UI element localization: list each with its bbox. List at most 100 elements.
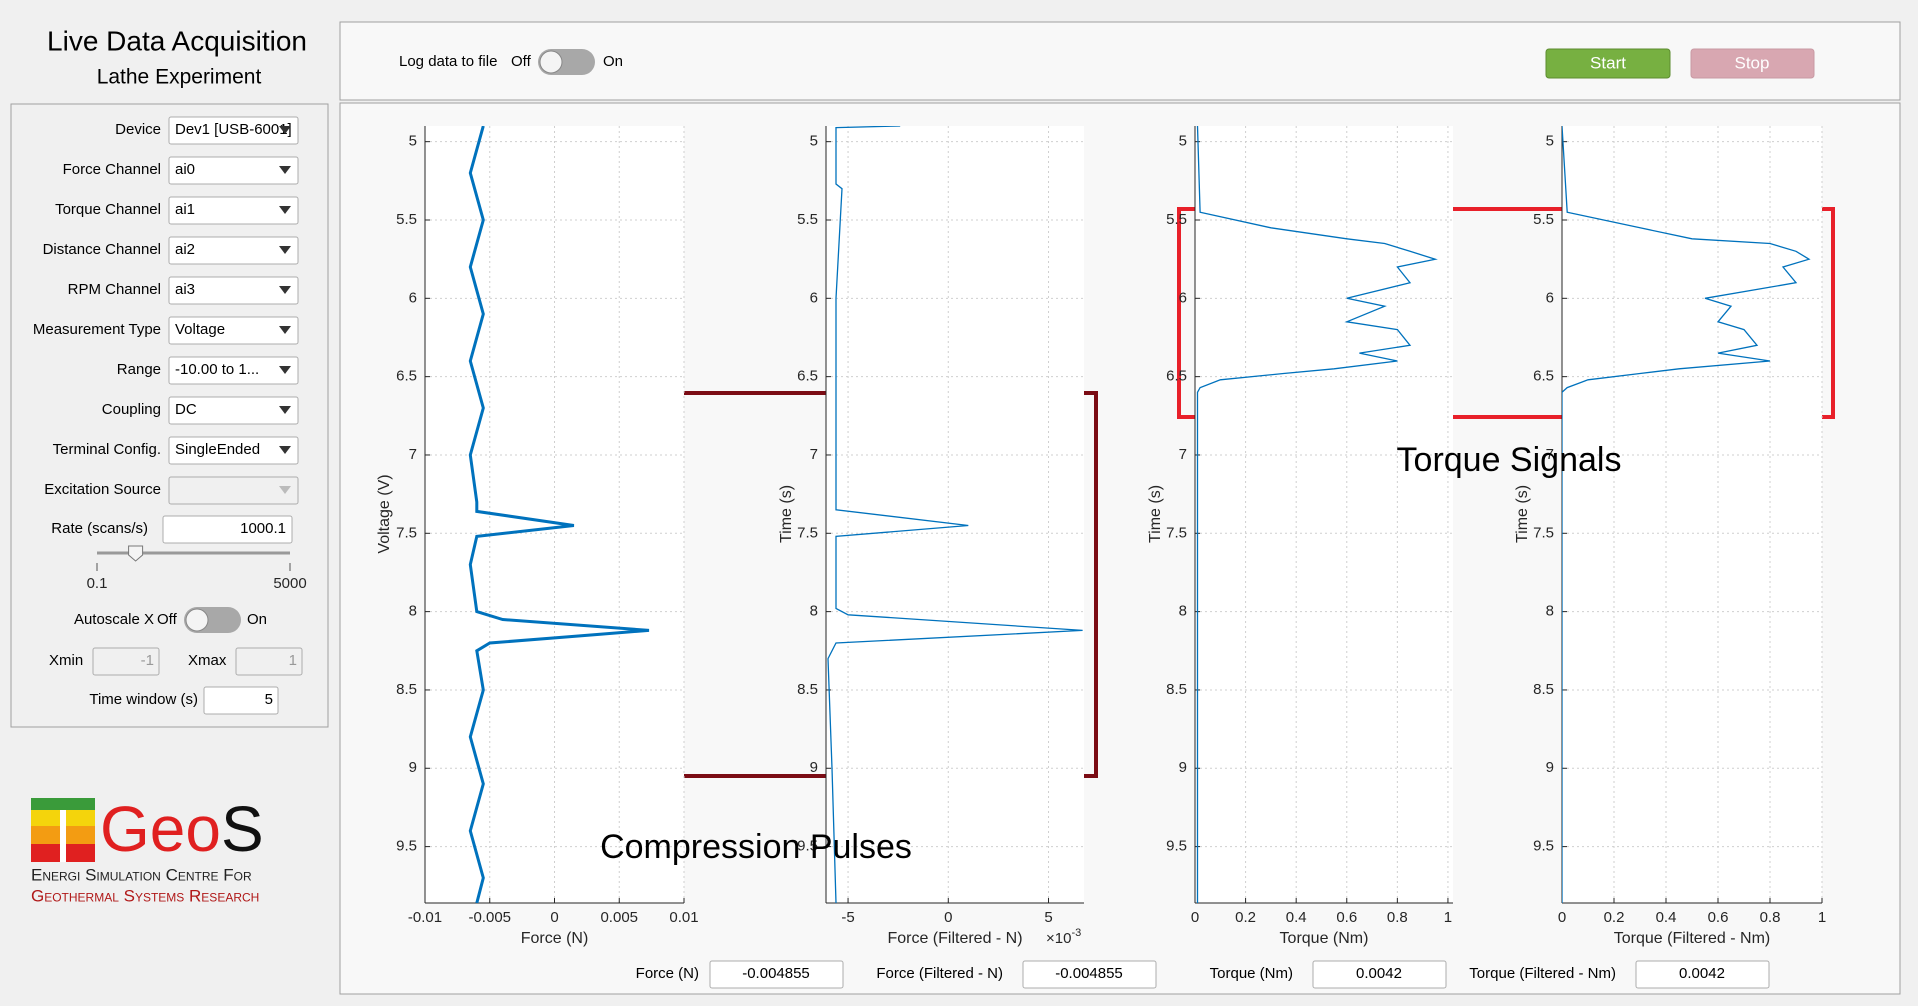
start-label: Start xyxy=(1590,53,1626,72)
x-tick-label: -5 xyxy=(841,909,854,926)
dropdown[interactable] xyxy=(168,116,299,145)
dropdown[interactable] xyxy=(168,156,299,185)
xmax-input[interactable] xyxy=(235,647,303,676)
signal-line xyxy=(827,126,1083,903)
y-tick-label: 8.5 xyxy=(1533,681,1554,698)
y-tick-label: 6 xyxy=(1546,289,1554,306)
x-tick-label: 0.4 xyxy=(1286,909,1307,926)
xmin-value: -1 xyxy=(141,652,154,669)
annotation: Compression Pulses xyxy=(600,828,912,866)
x-tick-label: 0.8 xyxy=(1387,909,1408,926)
logo-s: S xyxy=(221,793,264,865)
y-tick-label: 5 xyxy=(1546,133,1554,150)
dropdown[interactable] xyxy=(168,196,299,225)
y-tick-label: 5 xyxy=(409,133,417,150)
setting-label: Terminal Config. xyxy=(53,441,161,458)
y-tick-label: 6 xyxy=(1179,289,1187,306)
y-tick-label: 5.5 xyxy=(797,211,818,228)
slider-min: 0.1 xyxy=(87,575,108,592)
logo-line: Energi Simulation Centre For xyxy=(31,865,252,884)
xmin-input[interactable] xyxy=(92,647,160,676)
y-tick-label: 6.5 xyxy=(797,368,818,385)
x-tick-label: 1 xyxy=(1444,909,1452,926)
xmax-value: 1 xyxy=(289,652,297,669)
toggle-off: Off xyxy=(157,611,178,628)
app-subtitle: Lathe Experiment xyxy=(97,66,262,89)
time-window-input[interactable] xyxy=(203,686,279,715)
dropdown[interactable] xyxy=(168,476,299,505)
dropdown[interactable] xyxy=(168,316,299,345)
readout-value: -0.004855 xyxy=(1055,965,1123,982)
x-tick-label: 0 xyxy=(944,909,952,926)
dropdown-value: ai2 xyxy=(175,241,195,258)
y-tick-label: 8.5 xyxy=(396,681,417,698)
xmax-label: Xmax xyxy=(188,652,227,669)
y-tick-label: 8.5 xyxy=(797,681,818,698)
dropdown-value: SingleEnded xyxy=(175,441,260,458)
y-tick-label: 9.5 xyxy=(1166,838,1187,855)
y-tick-label: 6.5 xyxy=(1166,368,1187,385)
y-tick-label: 9.5 xyxy=(1533,838,1554,855)
x-tick-label: -0.005 xyxy=(468,909,511,926)
log-label: Log data to file xyxy=(399,53,497,70)
y-tick-label: 5.5 xyxy=(1533,211,1554,228)
dropdown[interactable] xyxy=(168,276,299,305)
toggle-on: On xyxy=(603,53,623,70)
y-axis-label: Time (s) xyxy=(1147,485,1164,543)
dropdown-arrow xyxy=(279,366,291,374)
x-scale-base: ×10 xyxy=(1046,930,1071,947)
y-tick-label: 8 xyxy=(810,603,818,620)
x-tick-label: 0.01 xyxy=(669,909,698,926)
logo-word: GeoS xyxy=(100,793,264,865)
dropdown-arrow xyxy=(279,166,291,174)
logo-line: Geothermal Systems Research xyxy=(31,886,259,905)
stop-button[interactable] xyxy=(1690,48,1815,79)
y-tick-label: 7.5 xyxy=(1533,524,1554,541)
dropdown[interactable] xyxy=(168,436,299,465)
rate-value: 1000.1 xyxy=(240,520,286,537)
x-tick-label: 5 xyxy=(1044,909,1052,926)
xmin-label: Xmin xyxy=(49,652,83,669)
setting-label: Force Channel xyxy=(63,161,161,178)
setting-label: Measurement Type xyxy=(33,321,161,338)
dropdown-arrow xyxy=(279,406,291,414)
y-tick-label: 7.5 xyxy=(396,524,417,541)
highlight-box xyxy=(1177,207,1835,419)
x-tick-label: 0.2 xyxy=(1604,909,1625,926)
y-tick-label: 9 xyxy=(409,759,417,776)
dropdown[interactable] xyxy=(168,356,299,385)
dropdown[interactable] xyxy=(168,236,299,265)
start-button[interactable] xyxy=(1545,48,1671,79)
y-tick-label: 7 xyxy=(409,446,417,463)
x-tick-label: 0.6 xyxy=(1336,909,1357,926)
toggle-knob xyxy=(185,608,209,632)
readout-label: Torque (Filtered - Nm) xyxy=(1469,965,1616,982)
y-axis-label: Time (s) xyxy=(1514,485,1531,543)
y-tick-label: 8 xyxy=(1546,603,1554,620)
y-tick-label: 9.5 xyxy=(797,838,818,855)
slider-thumb[interactable] xyxy=(128,545,144,562)
dropdown-value: -10.00 to 1... xyxy=(175,361,259,378)
setting-label: Torque Channel xyxy=(55,201,161,218)
axes-background xyxy=(1195,126,1453,903)
axes-background xyxy=(1562,126,1822,903)
dropdown[interactable] xyxy=(168,396,299,425)
y-tick-label: 9 xyxy=(1179,759,1187,776)
dropdown-arrow xyxy=(279,246,291,254)
y-tick-label: 9 xyxy=(810,759,818,776)
logo-stripe xyxy=(31,798,95,810)
logo-bar xyxy=(60,810,66,862)
y-axis-label: Time (s) xyxy=(778,485,795,543)
dropdown-arrow xyxy=(279,486,291,494)
y-tick-label: 8.5 xyxy=(1166,681,1187,698)
signal-line xyxy=(468,126,650,903)
readout-label: Force (N) xyxy=(636,965,699,982)
readout-field xyxy=(1312,960,1447,989)
x-axis-label: Torque (Filtered - Nm) xyxy=(1614,930,1770,947)
rate-input[interactable] xyxy=(162,515,293,544)
signal-line xyxy=(1562,126,1811,903)
annotation: Torque Signals xyxy=(1397,441,1622,479)
rate-label: Rate (scans/s) xyxy=(51,520,148,537)
